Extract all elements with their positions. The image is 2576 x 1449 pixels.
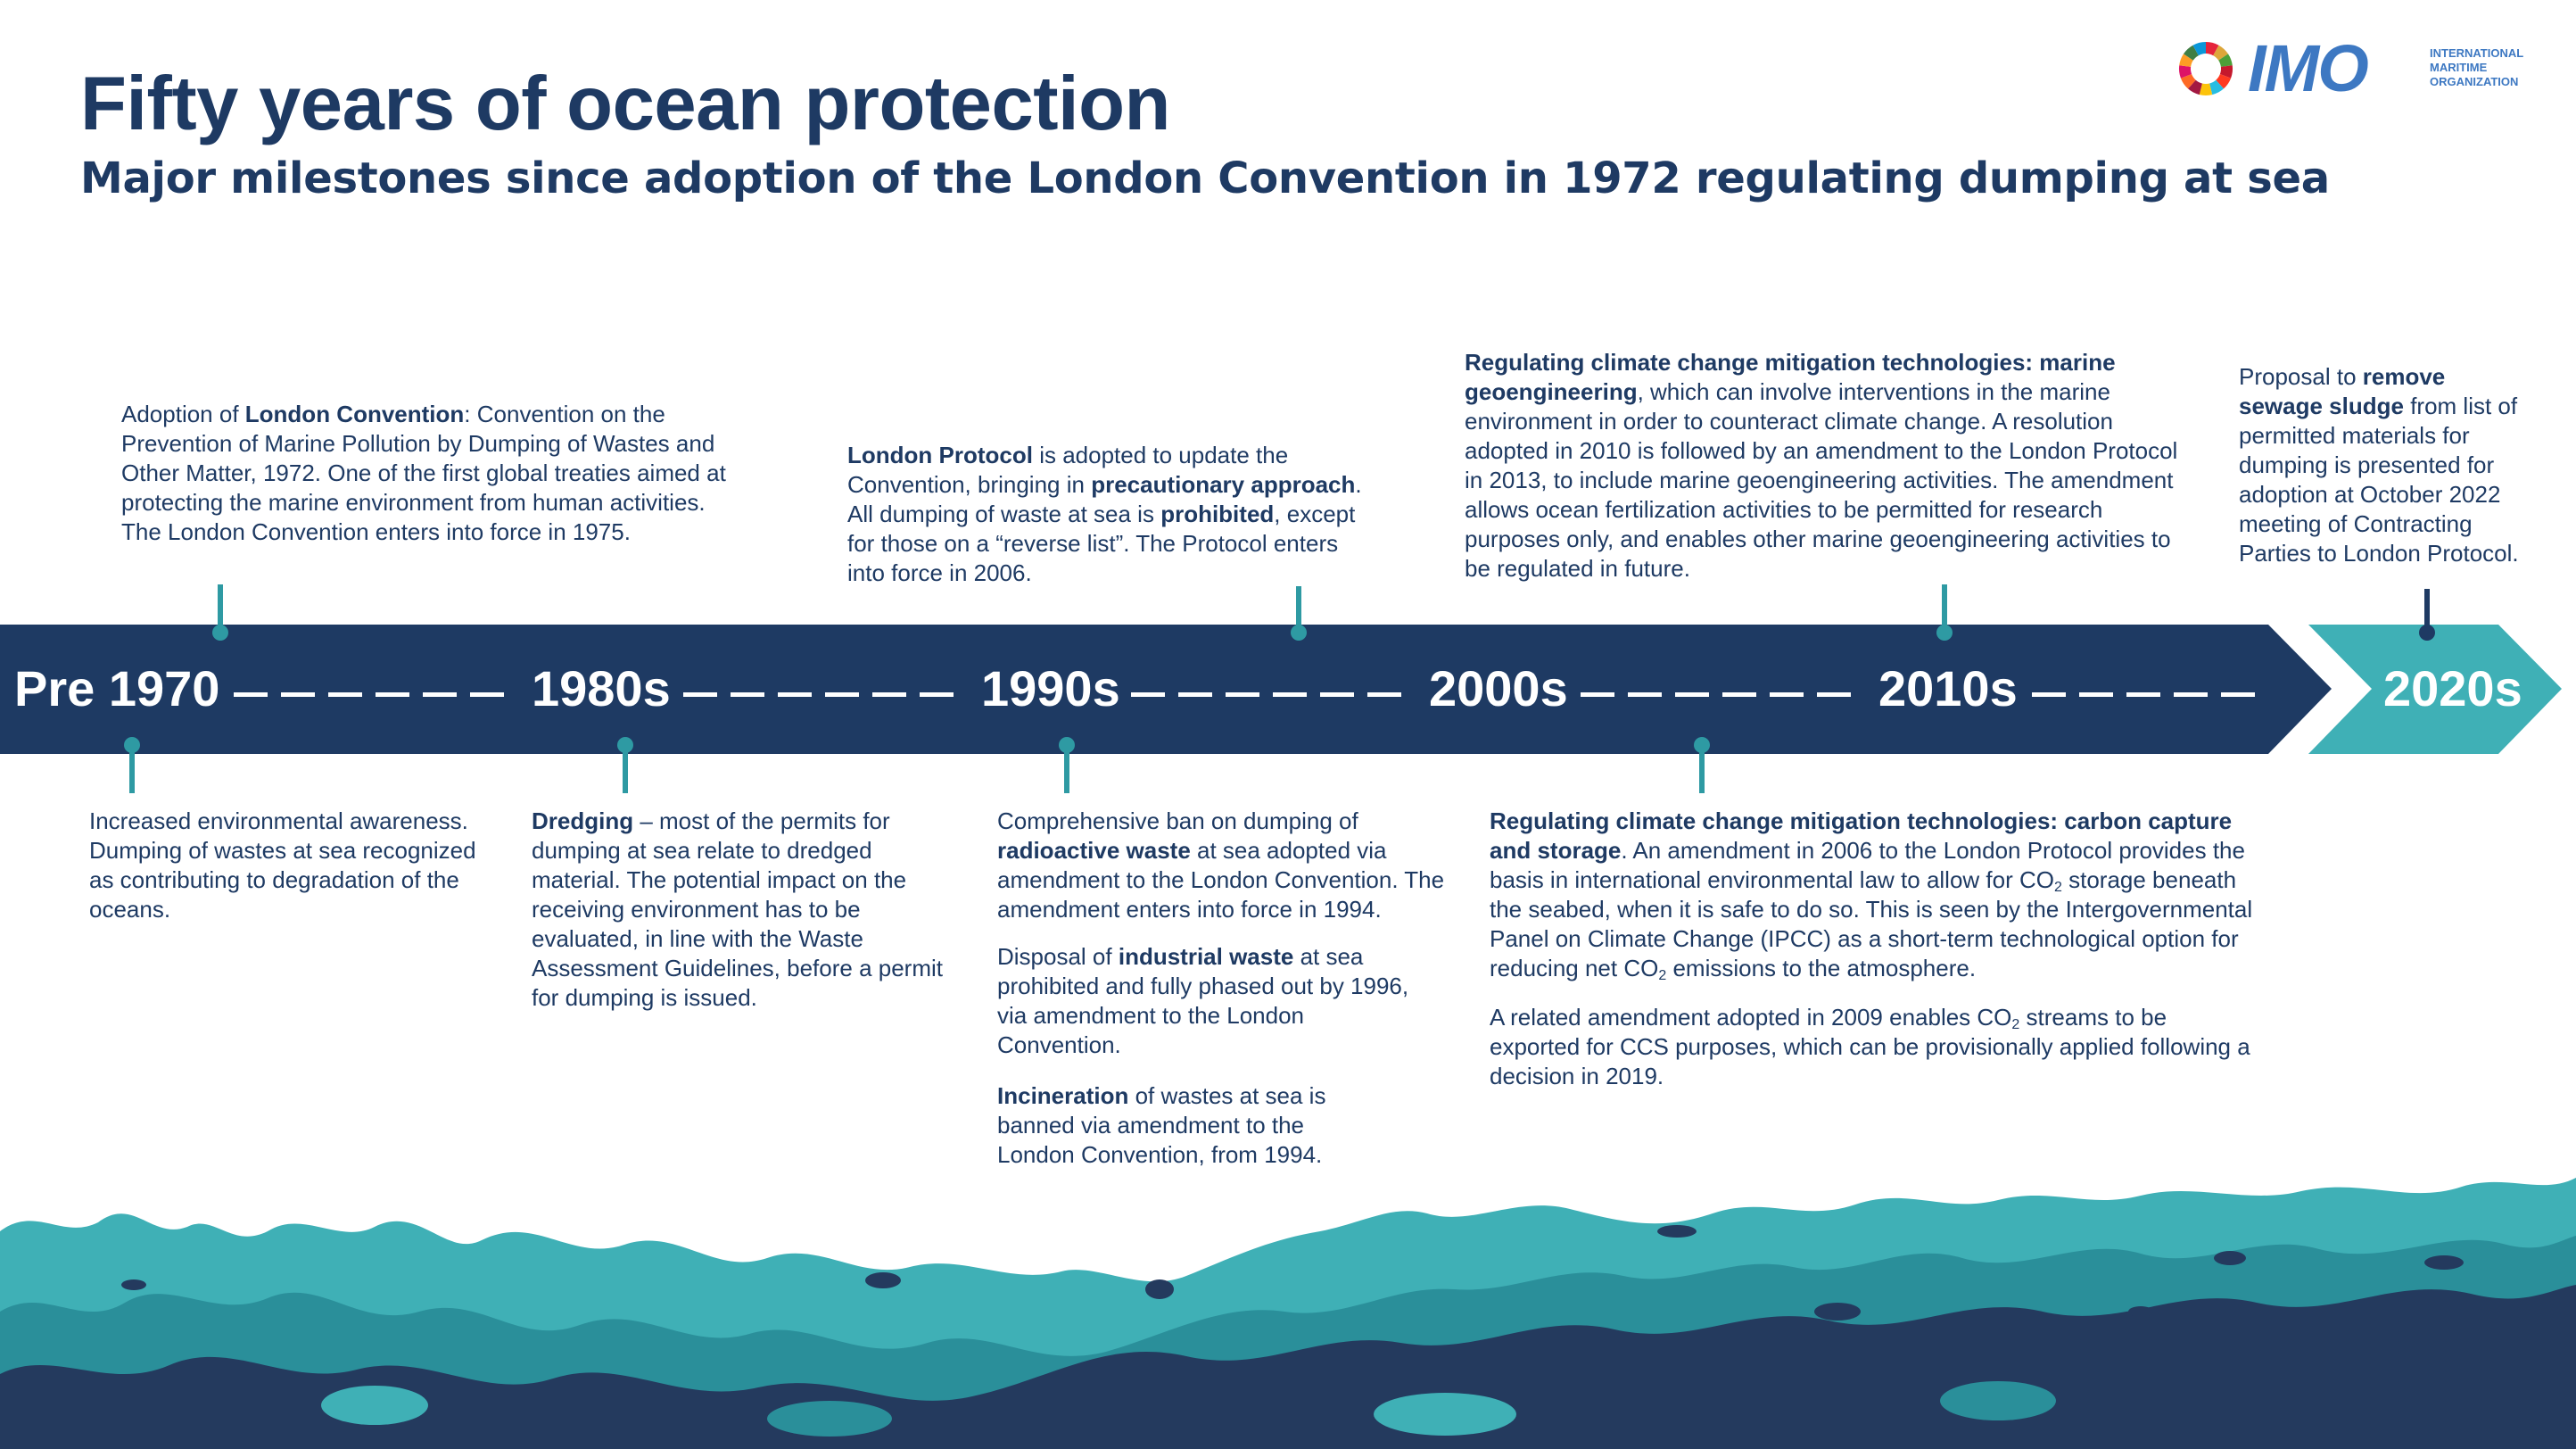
- milestone-dredging: Dredging – most of the permits for dumpi…: [532, 807, 943, 1011]
- milestone-incineration: Incineration of wastes at sea is banned …: [997, 1082, 1326, 1168]
- highlight: radioactive waste: [997, 837, 1191, 864]
- milestone-geoengineering: Regulating climate change mitigation tec…: [1465, 349, 2178, 582]
- ocean-reef-illustration: [0, 1178, 2576, 1449]
- timeline-arrow: [0, 625, 2332, 754]
- sdg-wheel-icon: [2178, 41, 2233, 95]
- highlight: London Protocol: [847, 442, 1033, 468]
- highlight: Regulating climate change mitigation tec…: [1465, 349, 2116, 405]
- milestone-industrial-waste: Disposal of industrial waste at sea proh…: [997, 943, 1409, 1058]
- imo-logo: IMO INTERNATIONAL MARITIME ORGANIZATION: [2178, 36, 2535, 102]
- imo-wordmark: IMO: [2248, 31, 2369, 105]
- highlight: remove sewage sludge: [2239, 363, 2446, 419]
- milestone-london-protocol: London Protocol is adopted to update the…: [847, 442, 1362, 586]
- fish-icons: [121, 1225, 2464, 1321]
- milestone-ccs-export: A related amendment adopted in 2009 enab…: [1490, 1004, 2250, 1089]
- imo-organization-name: INTERNATIONAL MARITIME ORGANIZATION: [2430, 46, 2524, 88]
- highlight: precautionary approach: [1091, 471, 1356, 498]
- milestone-radioactive-waste: Comprehensive ban on dumping of radioact…: [997, 807, 1445, 923]
- highlight: industrial waste: [1118, 943, 1294, 970]
- milestone-environmental-awareness: Increased environmental awareness. Dumpi…: [89, 807, 476, 923]
- highlight: London Convention: [244, 401, 465, 427]
- highlight: Dredging: [532, 807, 634, 834]
- era-2000s: 2000s: [1429, 660, 1568, 716]
- era-2020s: 2020s: [2383, 660, 2522, 716]
- era-1990s: 1990s: [981, 660, 1120, 716]
- highlight: Regulating climate change mitigation tec…: [1490, 807, 2233, 864]
- timeline-arrow-2020s: [2308, 625, 2562, 754]
- era-1980s: 1980s: [532, 660, 671, 716]
- page-subtitle: Major milestones since adoption of the L…: [80, 153, 2330, 203]
- highlight: Incineration: [997, 1082, 1129, 1109]
- timeline-band: [0, 625, 2562, 754]
- era-pre-1970: Pre 1970: [14, 660, 220, 716]
- page-title: Fifty years of ocean protection: [80, 62, 1170, 146]
- highlight: prohibited: [1160, 501, 1275, 527]
- milestone-sewage-sludge: Proposal to remove sewage sludge from li…: [2239, 363, 2519, 567]
- milestone-london-convention: Adoption of London Convention: Conventio…: [121, 401, 726, 545]
- era-2010s: 2010s: [1878, 660, 2018, 716]
- milestone-carbon-capture-storage: Regulating climate change mitigation tec…: [1490, 807, 2257, 1091]
